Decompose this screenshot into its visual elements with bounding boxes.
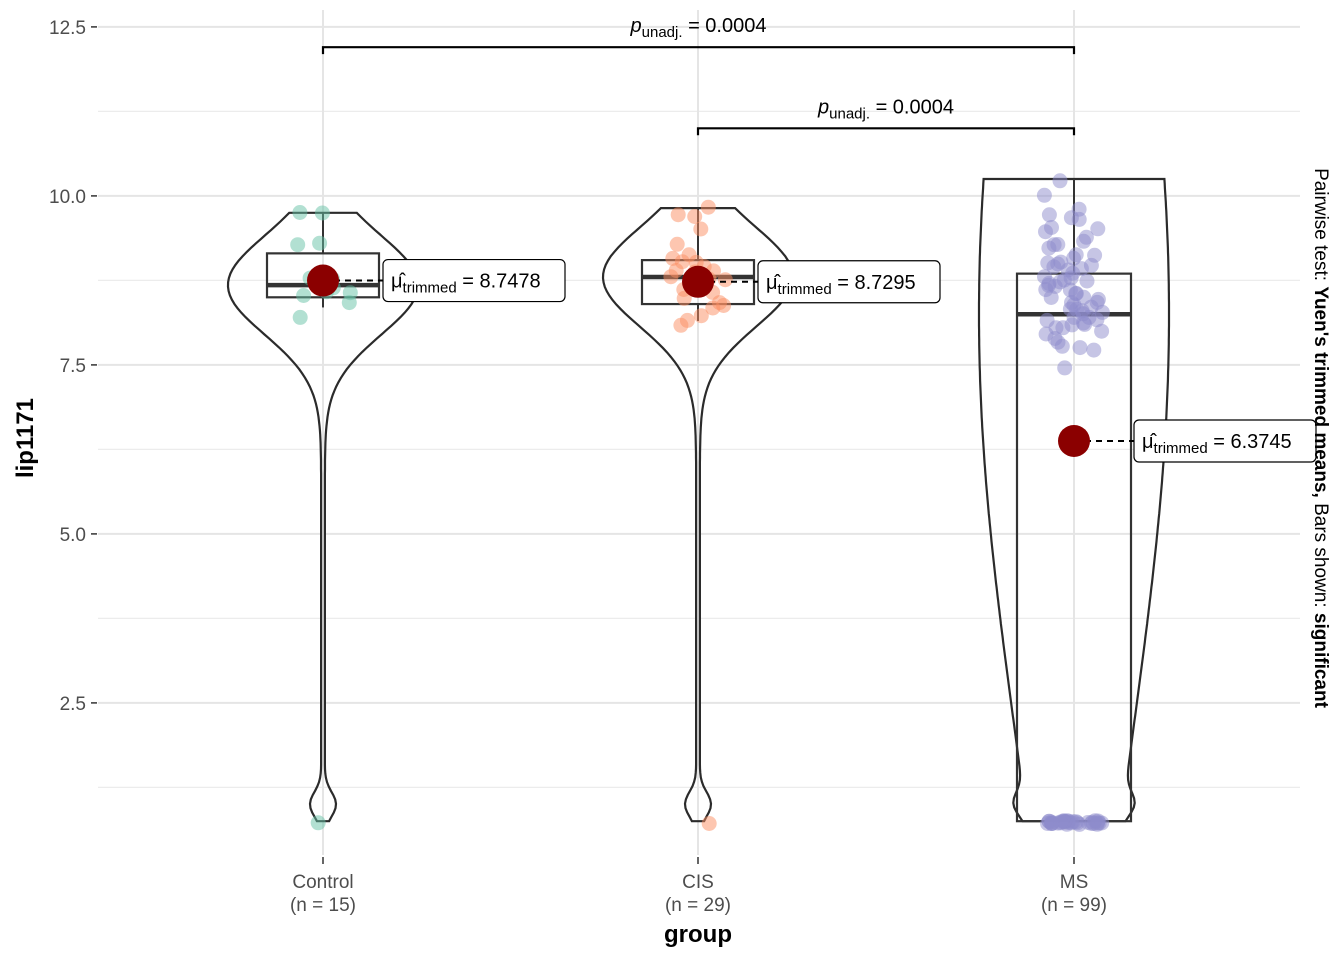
- data-point: [670, 207, 686, 223]
- mean-label-box: [1133, 419, 1317, 463]
- data-point: [1094, 323, 1110, 339]
- comparison-bracket: [321, 46, 1076, 55]
- data-point: [1052, 173, 1068, 189]
- x-axis-title: group: [664, 921, 732, 948]
- data-point: [676, 290, 692, 306]
- mean-value: = 6.3745: [1208, 431, 1292, 453]
- data-point: [1041, 207, 1057, 223]
- p-subscript: unadj.: [829, 105, 870, 122]
- data-point: [673, 317, 689, 333]
- data-point: [1076, 233, 1092, 249]
- data-point: [701, 816, 717, 831]
- p-symbol: p: [817, 96, 829, 118]
- data-point: [290, 237, 306, 253]
- mean-subscript: trimmed: [403, 280, 457, 297]
- caption-middle: Bars shown:: [1310, 498, 1331, 613]
- data-point: [1041, 240, 1057, 256]
- data-point: [1069, 815, 1085, 831]
- x-tick-label: CIS: [682, 872, 714, 893]
- data-point: [342, 285, 358, 301]
- data-point: [1046, 259, 1062, 275]
- data-point: [693, 308, 709, 324]
- x-tick-count: (n = 99): [1041, 895, 1107, 916]
- data-point: [310, 815, 326, 831]
- data-point: [1036, 187, 1052, 203]
- p-value: = 0.0004: [683, 15, 767, 37]
- data-point: [1043, 814, 1059, 830]
- y-tick-label: 5.0: [60, 525, 86, 546]
- data-point: [1086, 816, 1102, 831]
- violin-layer: [226, 177, 1171, 823]
- data-point: [1054, 338, 1070, 354]
- data-point: [292, 205, 308, 220]
- violin-ms: [977, 177, 1171, 823]
- data-point: [1056, 814, 1072, 830]
- data-point: [1086, 342, 1102, 358]
- data-point: [663, 269, 679, 285]
- p-symbol: p: [630, 15, 642, 37]
- data-point: [1090, 221, 1106, 237]
- data-point: [669, 236, 685, 252]
- trimmed-mean-point: [1058, 424, 1090, 457]
- data-point: [700, 199, 716, 215]
- x-tick-count: (n = 29): [665, 895, 731, 916]
- mean-subscript: trimmed: [778, 281, 832, 298]
- y-axis-title: lip1171: [12, 398, 39, 478]
- data-point: [292, 309, 308, 325]
- mean-label-box: [382, 258, 566, 303]
- data-point: [312, 235, 328, 251]
- mean-label-box: [757, 260, 941, 304]
- mean-label: μ̂trimmed = 6.3745: [1142, 431, 1292, 457]
- x-tick-count: (n = 15): [290, 895, 356, 916]
- x-tick-label: Control: [292, 872, 353, 893]
- data-point: [314, 205, 330, 221]
- y-tick-label: 12.5: [49, 18, 86, 39]
- y-tick-label: 2.5: [60, 694, 86, 715]
- data-point: [296, 288, 312, 303]
- point-layer: [290, 173, 1110, 832]
- mean-subscript: trimmed: [1154, 440, 1208, 457]
- data-point: [705, 300, 721, 316]
- data-point: [1057, 360, 1073, 376]
- mean-value: = 8.7295: [832, 272, 916, 294]
- comparison-bracket: [696, 127, 1076, 136]
- data-point: [1079, 273, 1095, 289]
- caption-shown: significant: [1310, 613, 1331, 709]
- caption-test: Yuen's trimmed means,: [1310, 286, 1331, 498]
- trimmed-mean-point: [307, 264, 339, 297]
- mean-layer: μ̂trimmed = 8.7478 μ̂trimmed = 8.7295 μ̂tr…: [307, 258, 1317, 463]
- data-point: [1077, 316, 1093, 332]
- data-point: [1055, 320, 1071, 336]
- data-point: [1072, 340, 1088, 356]
- data-point: [1038, 224, 1053, 240]
- x-tick-label: MS: [1060, 872, 1089, 893]
- data-point: [693, 221, 709, 237]
- p-value: = 0.0004: [870, 96, 954, 118]
- mean-label: μ̂trimmed = 8.7295: [766, 272, 916, 298]
- mean-label: μ̂trimmed = 8.7478: [391, 271, 541, 297]
- violin-cis: [601, 207, 795, 823]
- p-subscript: unadj.: [642, 24, 683, 41]
- violin-control: [226, 211, 420, 823]
- data-point: [1043, 290, 1059, 305]
- data-point: [1089, 312, 1105, 328]
- y-tick-label: 7.5: [60, 356, 86, 377]
- data-point: [687, 209, 703, 224]
- trimmed-mean-point: [682, 265, 714, 298]
- data-point: [717, 272, 733, 288]
- mean-value: = 8.7478: [457, 271, 541, 293]
- caption: Pairwise test: Yuen's trimmed means, Bar…: [1310, 168, 1331, 709]
- y-tick-label: 10.0: [49, 187, 86, 208]
- caption-prefix: Pairwise test:: [1310, 168, 1331, 286]
- comparison-label: punadj. = 0.0004: [817, 96, 954, 122]
- data-point: [1066, 250, 1082, 266]
- comparison-label: punadj. = 0.0004: [630, 15, 767, 41]
- data-point: [1071, 211, 1087, 227]
